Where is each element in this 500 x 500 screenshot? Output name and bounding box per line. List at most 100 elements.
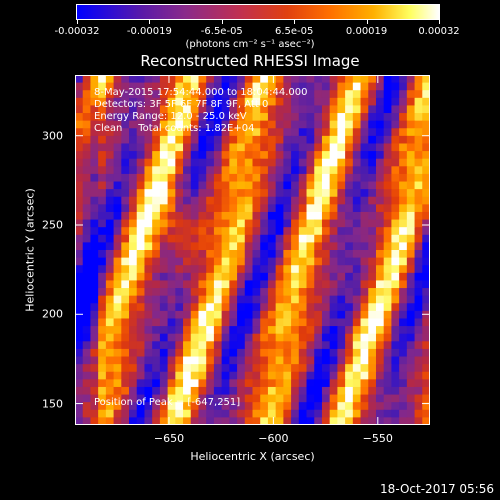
heatmap-cell xyxy=(237,234,246,243)
heatmap-cell xyxy=(105,348,115,358)
heatmap-cell xyxy=(375,386,385,396)
colorbar-tick xyxy=(149,20,151,24)
heatmap-cell xyxy=(75,135,84,145)
heatmap-cell xyxy=(75,341,84,350)
heatmap-cell xyxy=(267,158,277,167)
heatmap-cell xyxy=(275,417,284,425)
heatmap-cell xyxy=(360,204,369,213)
heatmap-cell xyxy=(90,272,99,282)
heatmap-cell xyxy=(244,90,254,99)
heatmap-cell xyxy=(252,120,261,129)
heatmap-cell xyxy=(391,173,400,183)
heatmap-cell xyxy=(321,219,331,228)
heatmap-cell xyxy=(121,128,130,137)
heatmap-cell xyxy=(152,402,161,411)
heatmap-cell xyxy=(345,181,354,190)
heatmap-cell xyxy=(352,348,362,358)
heatmap-cell xyxy=(213,173,223,183)
heatmap-cell xyxy=(90,219,99,228)
heatmap-cell xyxy=(129,402,138,411)
heatmap-cell xyxy=(345,409,354,418)
heatmap-cell xyxy=(383,82,393,91)
heatmap-cell xyxy=(237,257,246,266)
heatmap-cell xyxy=(129,409,138,418)
heatmap-cell xyxy=(206,90,215,99)
heatmap-cell xyxy=(283,295,292,304)
heatmap-cell xyxy=(337,318,346,327)
heatmap-cell xyxy=(314,219,323,228)
heatmap-cell xyxy=(90,135,99,145)
heatmap-cell xyxy=(229,371,238,380)
heatmap-cell xyxy=(152,257,161,266)
heatmap-cell xyxy=(422,82,430,91)
heatmap-cell xyxy=(105,326,115,335)
heatmap-cell xyxy=(391,402,400,411)
heatmap-cell xyxy=(422,272,430,282)
heatmap-cell xyxy=(345,97,354,107)
heatmap-cell xyxy=(113,364,122,373)
heatmap-cell xyxy=(229,402,238,411)
heatmap-cell xyxy=(406,356,416,365)
heatmap-cell xyxy=(167,234,176,243)
heatmap-cell xyxy=(105,90,115,99)
heatmap-cell xyxy=(121,371,130,380)
heatmap-cell xyxy=(152,135,161,145)
heatmap-cell xyxy=(75,348,84,358)
heatmap-cell xyxy=(329,234,338,243)
x-tick-label: −600 xyxy=(258,432,289,445)
heatmap-cell xyxy=(345,113,354,122)
heatmap-cell xyxy=(229,158,238,167)
heatmap-cell xyxy=(144,288,153,297)
heatmap-cell xyxy=(399,242,408,251)
heatmap-cell xyxy=(368,386,377,396)
heatmap-cell xyxy=(144,272,153,282)
heatmap-cell xyxy=(221,280,230,289)
heatmap-cell xyxy=(190,158,200,167)
heatmap-cell xyxy=(360,75,369,84)
heatmap-cell xyxy=(329,417,338,425)
heatmap-cell xyxy=(422,128,430,137)
heatmap-cell xyxy=(329,326,338,335)
heatmap-cell xyxy=(337,310,346,320)
heatmap-cell xyxy=(244,348,254,358)
heatmap-cell xyxy=(321,166,331,175)
heatmap-cell xyxy=(144,181,153,190)
heatmap-cell xyxy=(159,158,169,167)
heatmap-cell xyxy=(75,409,84,418)
heatmap-cell xyxy=(283,257,292,266)
heatmap-cell xyxy=(368,333,377,342)
heatmap-cell xyxy=(422,288,430,297)
heatmap-cell xyxy=(213,166,223,175)
heatmap-cell xyxy=(314,402,323,411)
heatmap-cell xyxy=(129,341,138,350)
heatmap-cell xyxy=(113,120,122,129)
heatmap-cell xyxy=(82,90,92,99)
heatmap-cell xyxy=(175,105,184,114)
heatmap-cell xyxy=(152,295,161,304)
heatmap-cell xyxy=(345,265,354,274)
heatmap-cell xyxy=(244,105,254,114)
heatmap-cell xyxy=(283,348,292,358)
heatmap-cell xyxy=(167,128,176,137)
heatmap-cell xyxy=(252,82,261,91)
heatmap-cell xyxy=(298,371,308,380)
heatmap-cell xyxy=(383,75,393,84)
heatmap-cell xyxy=(422,211,430,221)
heatmap-cell xyxy=(190,82,200,91)
heatmap-cell xyxy=(98,265,107,274)
heatmap-cell xyxy=(321,234,331,243)
heatmap-cell xyxy=(244,128,254,137)
heatmap-cell xyxy=(183,379,192,388)
heatmap-cell xyxy=(314,97,323,107)
heatmap-cell xyxy=(213,295,223,304)
heatmap-cell xyxy=(275,303,284,312)
heatmap-cell xyxy=(399,128,408,137)
heatmap-cell xyxy=(414,227,423,236)
heatmap-cell xyxy=(283,333,292,342)
heatmap-cell xyxy=(275,143,284,152)
heatmap-cell xyxy=(167,402,176,411)
heatmap-cell xyxy=(82,105,92,114)
heatmap-cell xyxy=(167,364,176,373)
heatmap-cell xyxy=(229,166,238,175)
heatmap-cell xyxy=(399,318,408,327)
